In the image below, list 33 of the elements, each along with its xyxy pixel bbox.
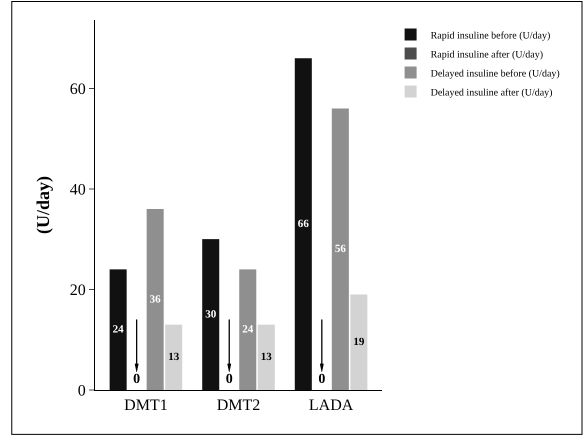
- data-label: 36: [150, 293, 162, 306]
- bar: [202, 239, 220, 390]
- bar: [239, 269, 256, 390]
- legend-label: Rapid insuline after (U/day): [430, 49, 544, 60]
- bar: [294, 58, 312, 390]
- data-label: 56: [334, 243, 346, 255]
- data-label: 24: [112, 323, 124, 336]
- data-label: 13: [168, 351, 180, 364]
- x-tick-label: DMT1: [124, 397, 168, 414]
- data-label: 0: [133, 372, 140, 387]
- x-tick-label: DMT2: [216, 397, 260, 414]
- bar: [258, 324, 275, 390]
- data-label: 19: [353, 336, 365, 348]
- y-axis-title: (U/day): [33, 176, 53, 234]
- bar: [110, 269, 127, 390]
- x-tick-label: LADA: [308, 397, 354, 414]
- bar: [350, 294, 368, 390]
- data-label: 13: [260, 351, 272, 364]
- legend-label: Delayed insuline after (U/day): [430, 87, 553, 98]
- y-tick-label: 60: [70, 80, 86, 98]
- data-label: 24: [242, 323, 254, 336]
- y-tick-label: 0: [78, 382, 86, 400]
- legend-label: Rapid insuline before (U/day): [430, 30, 550, 42]
- legend-label: Delayed insuline before (U/day): [430, 68, 560, 80]
- data-label: 0: [318, 372, 326, 387]
- y-tick-label: 20: [70, 282, 86, 300]
- y-tick-label: 40: [70, 182, 86, 199]
- bar: [146, 209, 164, 390]
- data-label: 0: [226, 372, 233, 387]
- data-label: 66: [298, 218, 310, 230]
- data-label: 30: [205, 308, 217, 320]
- bar: [332, 108, 349, 390]
- bar: [165, 324, 182, 390]
